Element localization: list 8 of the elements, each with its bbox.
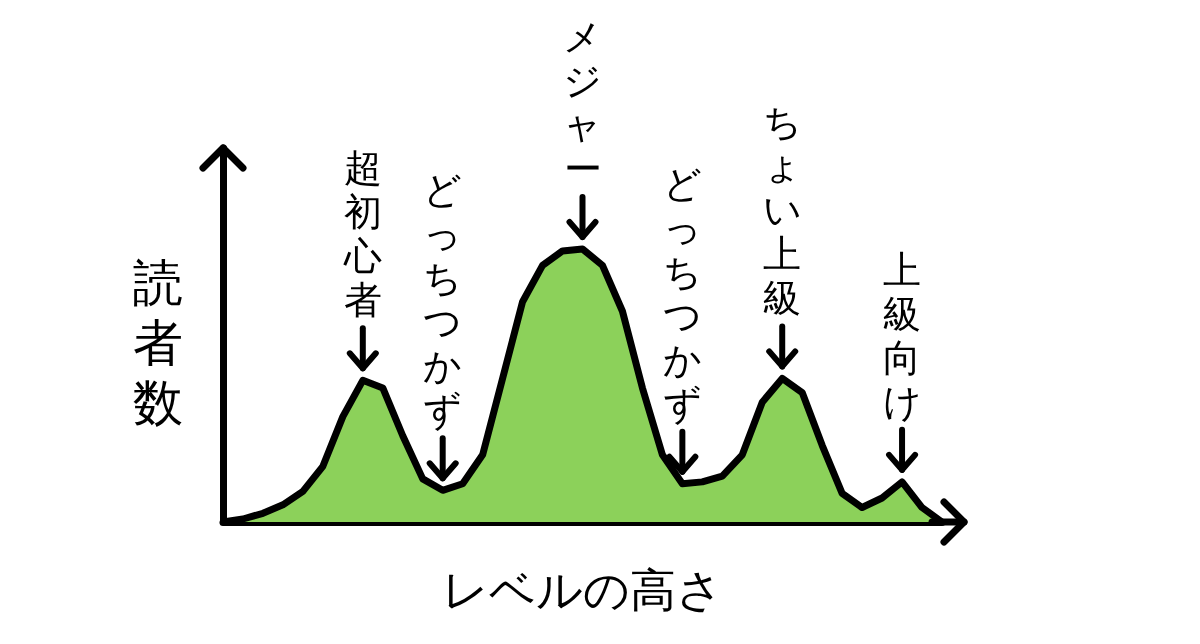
x-axis-title: レベルの高さ <box>442 563 723 617</box>
annotation: ちょい上級 <box>762 100 802 321</box>
y-axis-title: 読者数 <box>133 254 183 432</box>
annotation: メジャー <box>563 15 602 192</box>
annotation: 超初心者 <box>342 146 382 323</box>
annotation: 上級向け <box>882 247 922 424</box>
annotation: どっちつかず <box>662 161 702 426</box>
annotation: どっちつかず <box>423 168 463 433</box>
